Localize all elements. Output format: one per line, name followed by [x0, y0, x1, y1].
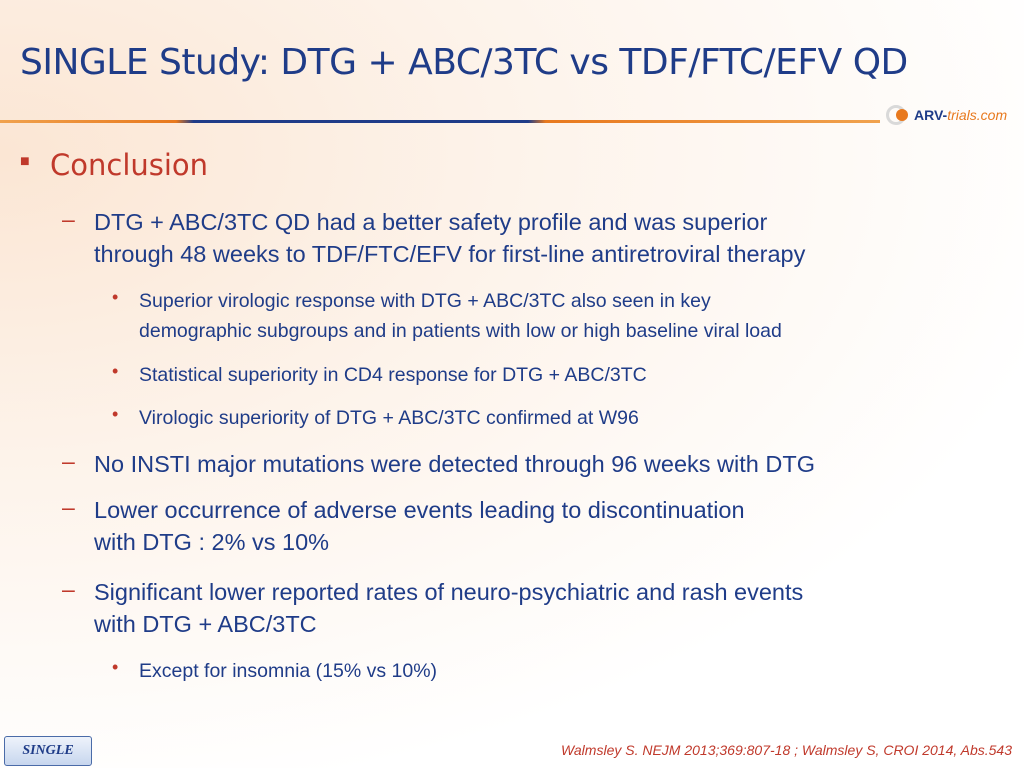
slide-title: SINGLE Study: DTG + ABC/3TC vs TDF/FTC/E…	[20, 42, 908, 83]
conclusion-subpoint-2: Statistical superiority in CD4 response …	[139, 364, 647, 386]
conclusion-point-3: Lower occurrence of adverse events leadi…	[94, 497, 745, 555]
dot-bullet-icon: •	[112, 287, 119, 307]
conclusion-subpoint-3: Virologic superiority of DTG + ABC/3TC c…	[139, 407, 639, 429]
conclusion-subpoint-4: Except for insomnia (15% vs 10%)	[139, 660, 438, 682]
dot-bullet-icon: •	[112, 361, 119, 381]
conclusion-subpoint-1: Superior virologic response with DTG + A…	[139, 290, 782, 342]
dash-bullet-icon: –	[62, 206, 75, 232]
conclusion-point-1: DTG + ABC/3TC QD had a better safety pro…	[94, 209, 806, 267]
dash-bullet-icon: –	[62, 576, 75, 602]
title-divider	[0, 120, 880, 123]
dash-bullet-icon: –	[62, 494, 75, 520]
study-tag: SINGLE	[4, 736, 92, 766]
dot-bullet-icon: •	[112, 657, 119, 677]
logo-text: ARV-trials.com	[914, 107, 1008, 123]
conclusion-point-2: No INSTI major mutations were detected t…	[94, 451, 815, 477]
square-bullet-icon: ■	[20, 153, 30, 170]
arv-trials-logo: ARV-trials.com	[884, 100, 1016, 130]
conclusion-point-4: Significant lower reported rates of neur…	[94, 579, 804, 637]
dash-bullet-icon: –	[62, 448, 75, 474]
dot-bullet-icon: •	[112, 404, 119, 424]
citation: Walmsley S. NEJM 2013;369:807-18 ; Walms…	[560, 742, 1012, 758]
conclusion-heading: Conclusion	[50, 148, 209, 182]
logo-circles-icon	[884, 103, 914, 127]
